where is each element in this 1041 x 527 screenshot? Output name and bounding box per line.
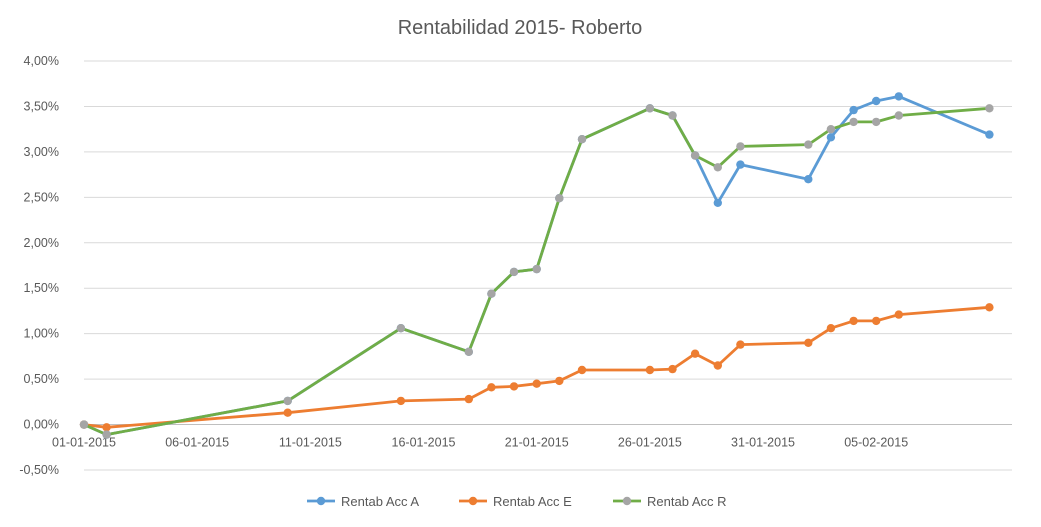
x-tick-label: 31-01-2015 <box>731 436 795 450</box>
y-tick-label: 4,00% <box>24 54 59 68</box>
legend-swatch-marker <box>316 496 326 506</box>
data-point <box>872 117 881 127</box>
data-point <box>668 111 677 120</box>
data-point <box>396 396 406 406</box>
data-point <box>283 408 292 417</box>
y-tick-label: 3,50% <box>24 99 59 113</box>
data-point <box>464 347 473 356</box>
data-point <box>872 96 881 106</box>
y-tick-label: 1,00% <box>24 327 59 341</box>
data-point <box>894 310 903 319</box>
data-point <box>532 264 541 274</box>
data-point <box>826 125 836 134</box>
data-point <box>102 423 111 432</box>
chart-title: Rentabilidad 2015- Roberto <box>398 17 643 39</box>
legend-label: Rentab Acc E <box>493 494 572 509</box>
data-point <box>645 365 655 375</box>
data-point <box>849 105 858 115</box>
gridlines <box>84 60 1012 471</box>
data-point <box>826 133 836 142</box>
data-point <box>849 316 858 326</box>
data-point <box>985 104 994 113</box>
data-point <box>577 365 587 375</box>
series-3 <box>79 104 994 439</box>
data-point <box>985 130 994 139</box>
y-tick-label: 0,50% <box>24 372 59 386</box>
legend-item: Rentab Acc R <box>613 494 727 509</box>
x-tick-label: 16-01-2015 <box>392 436 456 450</box>
data-point <box>736 142 745 151</box>
series-2 <box>79 303 994 432</box>
data-point <box>487 383 496 392</box>
y-tick-label: 0,00% <box>24 418 59 432</box>
data-point <box>487 289 496 298</box>
y-tick-label: 3,00% <box>24 145 59 159</box>
data-point <box>736 160 745 169</box>
data-point <box>804 338 813 347</box>
x-tick-label: 26-01-2015 <box>618 436 682 450</box>
data-point <box>690 349 700 358</box>
data-point <box>713 198 722 207</box>
data-point <box>577 135 587 144</box>
data-point <box>849 117 858 127</box>
data-point <box>985 303 994 312</box>
series-line <box>83 305 990 429</box>
data-point <box>826 324 836 333</box>
y-tick-label: 2,50% <box>24 190 59 204</box>
x-tick-label: 01-01-2015 <box>52 436 116 450</box>
x-axis-ticks: 01-01-2015 06-01-2015 11-01-2015 16-01-2015… <box>52 436 908 450</box>
data-point <box>804 175 813 184</box>
data-point <box>894 111 903 120</box>
legend-label: Rentab Acc R <box>647 494 727 509</box>
legend-swatch-marker <box>622 496 632 506</box>
data-point <box>396 324 406 333</box>
data-point <box>894 92 903 101</box>
x-tick-label: 06-01-2015 <box>165 436 229 450</box>
legend-item: Rentab Acc A <box>307 494 419 509</box>
data-point <box>283 396 292 406</box>
data-point <box>79 420 89 429</box>
data-point <box>532 379 541 388</box>
data-point <box>555 194 564 203</box>
legend-item: Rentab Acc E <box>459 494 572 509</box>
data-point <box>804 140 813 149</box>
legend-swatch-marker <box>468 496 478 506</box>
data-point <box>102 430 111 439</box>
x-tick-label: 05-02-2015 <box>844 436 908 450</box>
y-tick-label: -0,50% <box>19 463 59 477</box>
data-point <box>736 340 745 349</box>
data-point <box>509 267 519 277</box>
data-point <box>872 316 881 326</box>
series-layer <box>79 92 994 439</box>
y-axis-ticks: -0,50% 0,00% 0,50% 1,00% 1,50% 2,00% 2,50% 3,00… <box>19 54 59 477</box>
legend: Rentab Acc A Rentab Acc E Rentab Acc R <box>307 494 727 509</box>
data-point <box>713 361 722 370</box>
x-tick-label: 21-01-2015 <box>505 436 569 450</box>
x-tick-label: 11-01-2015 <box>279 436 342 450</box>
data-point <box>464 394 473 404</box>
y-tick-label: 1,50% <box>24 281 59 295</box>
y-tick-label: 2,00% <box>24 236 59 250</box>
legend-label: Rentab Acc A <box>341 494 419 509</box>
data-point <box>668 364 677 374</box>
data-point <box>509 382 519 391</box>
data-point <box>690 151 700 160</box>
data-point <box>713 163 722 172</box>
data-point <box>645 104 655 113</box>
data-point <box>555 376 564 386</box>
